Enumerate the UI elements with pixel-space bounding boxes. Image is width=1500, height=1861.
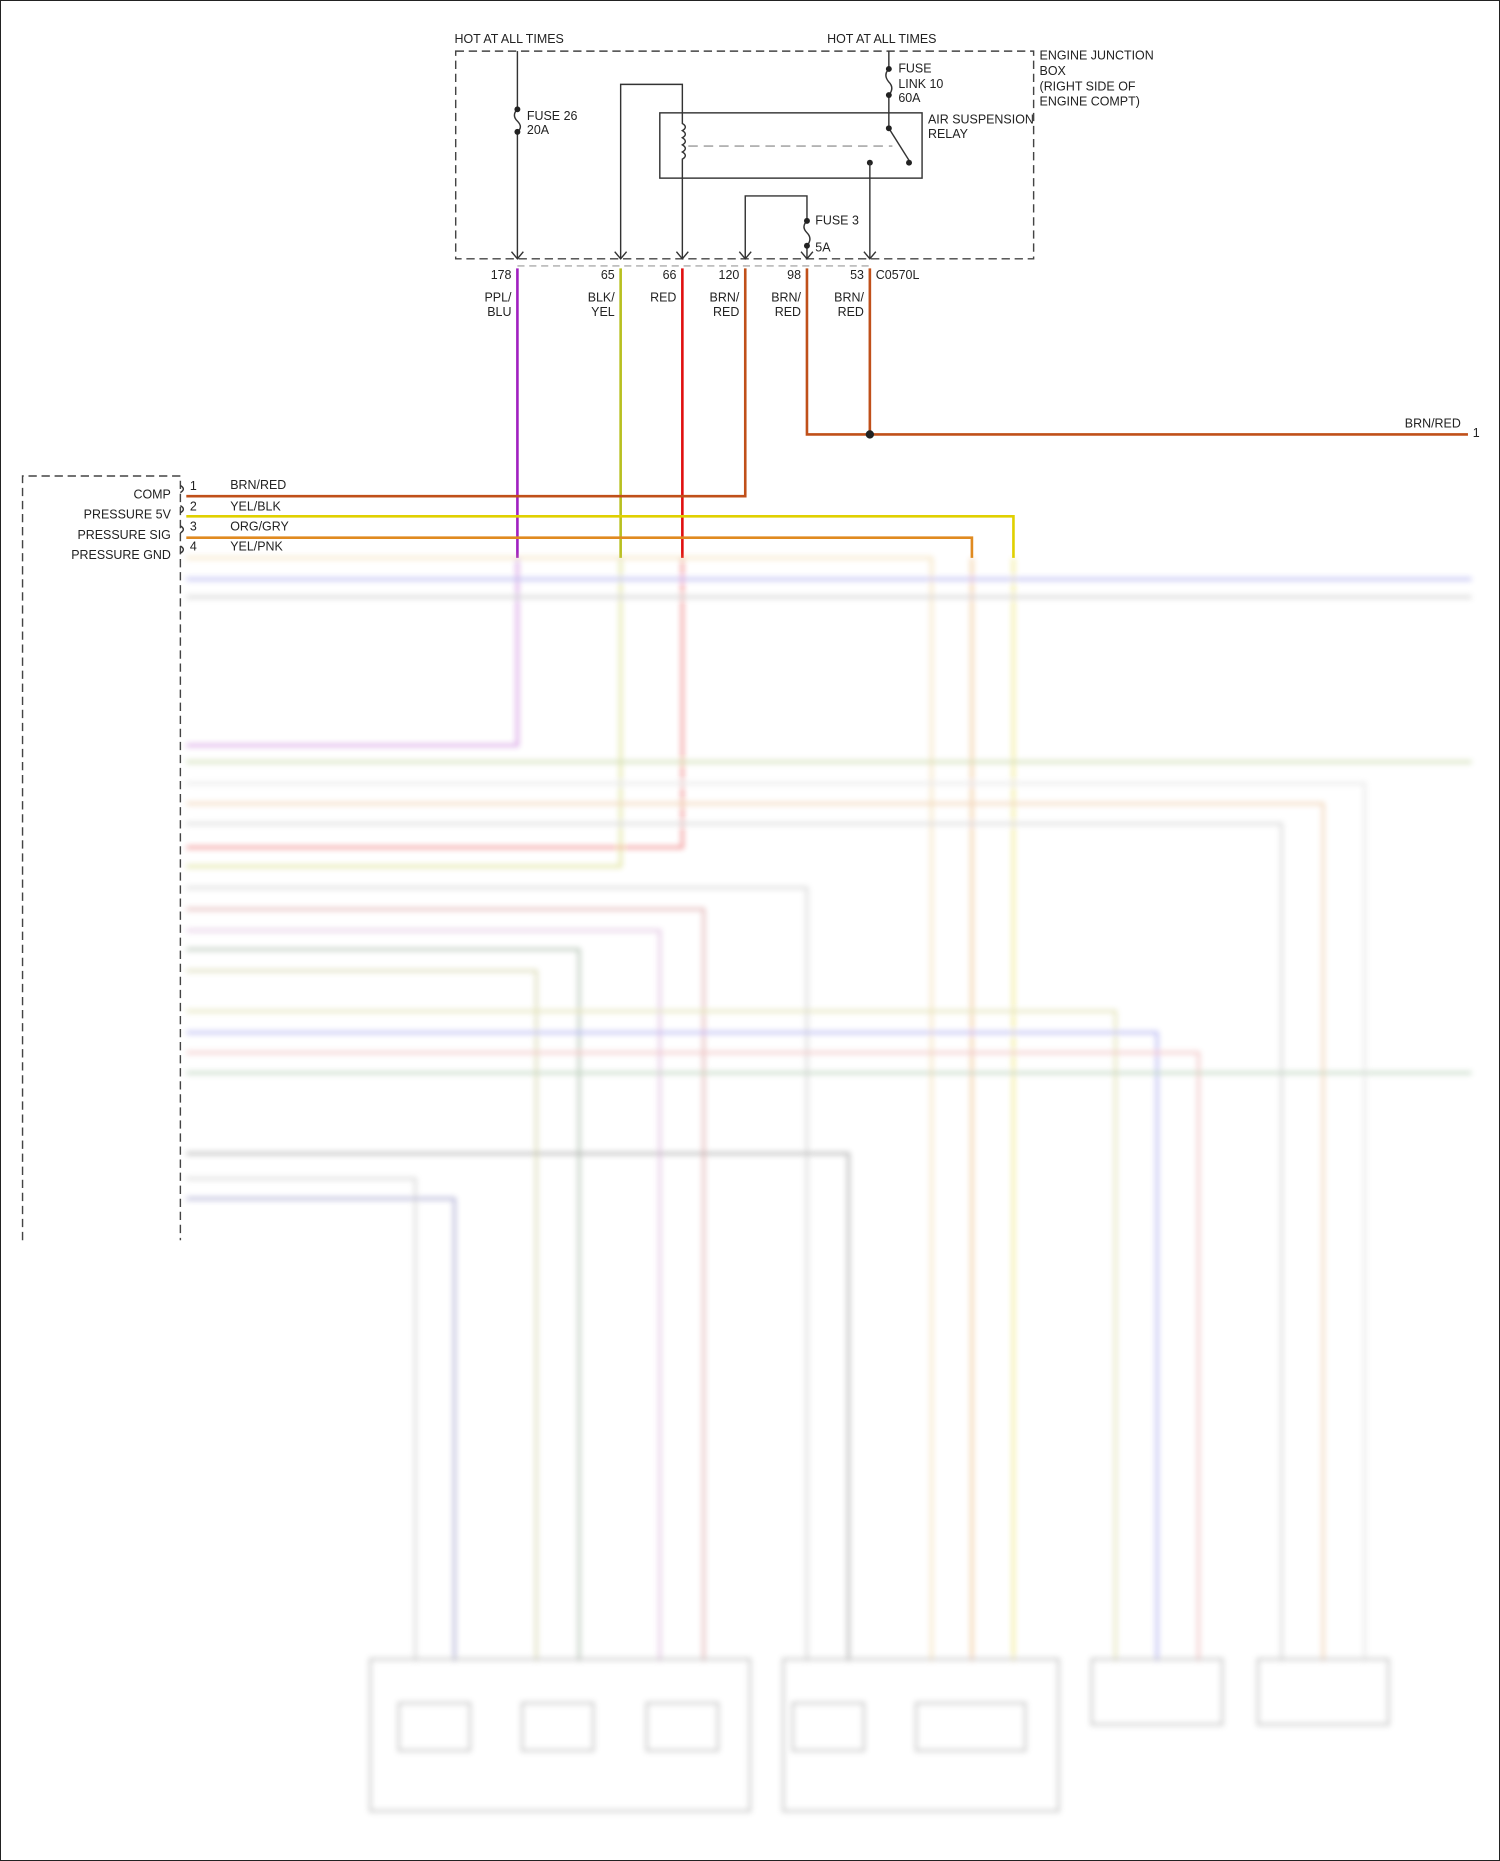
svg-text:ENGINE JUNCTION: ENGINE JUNCTION <box>1040 48 1154 62</box>
svg-text:RED: RED <box>713 305 739 319</box>
svg-text:YEL: YEL <box>591 305 615 319</box>
splice-dot <box>865 430 875 439</box>
fuse-3: FUSE 3 5A <box>738 195 859 260</box>
wire-brn-red-98 <box>805 268 1468 436</box>
right-wire-pin: 1 <box>1473 426 1480 440</box>
svg-text:BRN/RED: BRN/RED <box>230 478 286 492</box>
svg-text:FUSE 3: FUSE 3 <box>815 213 859 227</box>
connector-label: C0570L <box>876 268 920 282</box>
fuse-link-10: FUSE LINK 10 60A <box>885 51 943 129</box>
svg-text:178: 178 <box>491 268 512 282</box>
svg-text:PPL/: PPL/ <box>484 291 512 305</box>
air-suspension-module <box>21 475 182 1241</box>
svg-text:4: 4 <box>190 540 197 554</box>
fuse-26: FUSE 26 20A <box>510 51 578 260</box>
svg-text:AIR SUSPENSION: AIR SUSPENSION <box>928 113 1034 127</box>
svg-text:60A: 60A <box>898 91 921 105</box>
svg-text:BOX: BOX <box>1040 64 1067 78</box>
svg-text:66: 66 <box>663 268 677 282</box>
hot-label-left: HOT AT ALL TIMES <box>455 32 564 46</box>
svg-text:RELAY: RELAY <box>928 127 969 141</box>
junction-box-label: ENGINE JUNCTION BOX (RIGHT SIDE OF ENGIN… <box>1040 48 1154 108</box>
svg-text:RED: RED <box>650 291 676 305</box>
svg-text:PRESSURE 5V: PRESSURE 5V <box>84 508 172 522</box>
svg-text:RED: RED <box>775 305 801 319</box>
svg-text:PRESSURE GND: PRESSURE GND <box>71 548 171 562</box>
svg-text:COMP: COMP <box>134 488 171 502</box>
svg-text:ORG/GRY: ORG/GRY <box>230 520 289 534</box>
wire-org-gry <box>186 536 974 558</box>
svg-text:98: 98 <box>787 268 801 282</box>
svg-text:20A: 20A <box>527 123 550 137</box>
svg-text:FUSE 26: FUSE 26 <box>527 109 578 123</box>
air-suspension-relay: AIR SUSPENSION RELAY <box>614 83 1034 260</box>
svg-text:YEL/BLK: YEL/BLK <box>230 499 281 513</box>
svg-text:(RIGHT SIDE OF: (RIGHT SIDE OF <box>1040 79 1136 93</box>
svg-text:53: 53 <box>850 268 864 282</box>
svg-text:120: 120 <box>719 268 740 282</box>
module-pins: COMP PRESSURE 5V PRESSURE SIG PRESSURE G… <box>71 478 289 562</box>
svg-text:BRN/: BRN/ <box>710 291 740 305</box>
svg-text:RED: RED <box>838 305 864 319</box>
svg-text:BRN/: BRN/ <box>771 291 801 305</box>
svg-text:BLU: BLU <box>487 305 511 319</box>
svg-text:ENGINE COMPT): ENGINE COMPT) <box>1040 95 1140 109</box>
right-wire-color: BRN/RED <box>1405 416 1461 430</box>
svg-text:LINK 10: LINK 10 <box>898 77 943 91</box>
svg-text:YEL/PNK: YEL/PNK <box>230 540 283 554</box>
svg-text:BRN/: BRN/ <box>834 291 864 305</box>
wire-brn-red-120 <box>186 268 747 498</box>
svg-text:PRESSURE SIG: PRESSURE SIG <box>77 528 170 542</box>
svg-text:65: 65 <box>601 268 615 282</box>
svg-text:5A: 5A <box>815 241 831 255</box>
svg-text:FUSE: FUSE <box>898 62 931 76</box>
wire-yel-blk <box>186 515 1015 558</box>
svg-text:3: 3 <box>190 520 197 534</box>
svg-text:BLK/: BLK/ <box>588 291 616 305</box>
svg-text:1: 1 <box>190 479 197 493</box>
blurred-lower-diagram <box>186 556 1472 1813</box>
hot-label-right: HOT AT ALL TIMES <box>827 32 936 46</box>
pin-labels: 178 65 66 120 98 53 PPL/ BLU BLK/ YEL RE… <box>484 268 864 319</box>
svg-text:2: 2 <box>190 499 197 513</box>
